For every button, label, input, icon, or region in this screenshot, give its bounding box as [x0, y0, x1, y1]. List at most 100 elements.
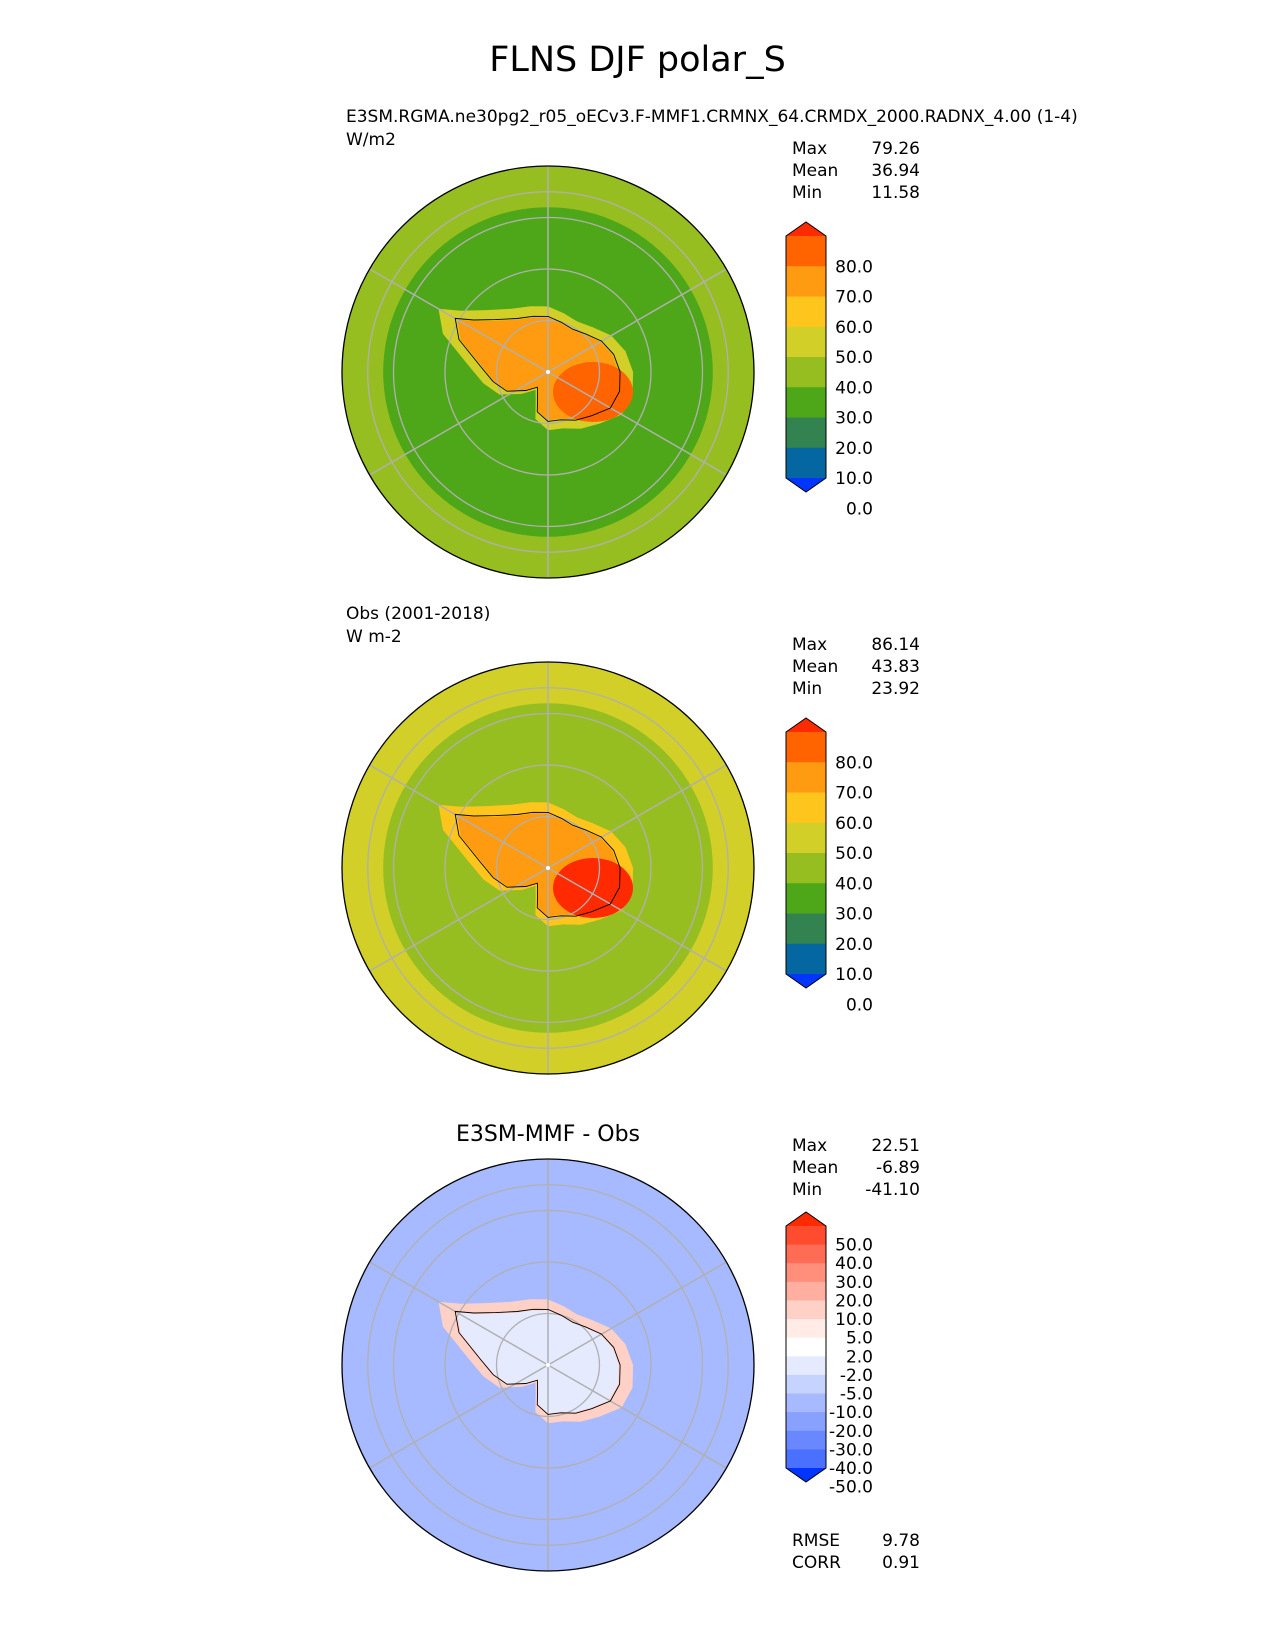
coastline	[454, 1308, 621, 1415]
metric-label: CORR	[792, 1553, 841, 1573]
diff-colorbar: 50.040.030.020.010.05.02.0-2.0-5.0-10.0-…	[785, 1211, 873, 1498]
map-field	[342, 662, 754, 1074]
map-field	[342, 1159, 754, 1571]
stat-label: Mean	[792, 161, 839, 181]
colorbar-segment	[786, 943, 826, 975]
stat-value: 36.94	[871, 161, 920, 181]
colorbar-tick-label: -20.0	[829, 1422, 873, 1442]
colorbar-tick-label: 50.0	[835, 348, 873, 368]
colorbar-segment	[786, 762, 826, 793]
colorbar-bottom-extend	[786, 1468, 826, 1482]
colorbar-tick-label: 70.0	[835, 784, 873, 804]
colorbar-top-extend	[786, 718, 826, 732]
interior-peak-region	[553, 858, 633, 918]
stat-label: Max	[792, 1136, 828, 1156]
colorbar-segment	[786, 1263, 826, 1283]
stat-value: 43.83	[871, 657, 920, 677]
obs-stats: Max 86.14 Mean 43.83 Min 23.92	[792, 634, 920, 700]
colorbar-segment	[786, 1412, 826, 1432]
colorbar-segment	[786, 326, 826, 358]
colorbar-segment	[786, 1393, 826, 1413]
colorbar-segment	[786, 1356, 826, 1376]
colorbar-tick-label: -50.0	[829, 1478, 873, 1498]
stat-label: Max	[792, 635, 828, 655]
colorbar-tick-label: 70.0	[835, 288, 873, 308]
colorbar-segment	[786, 357, 826, 388]
colorbar-segment	[786, 1449, 826, 1469]
stat-label: Min	[792, 1180, 823, 1200]
stat-label: Mean	[792, 1158, 839, 1178]
diff-panel-title: E3SM-MMF - Obs	[455, 1122, 641, 1147]
model-colorbar: 80.0 70.0 60.0 50.0 40.0 30.0 20.0 10.0 0.0	[785, 221, 873, 519]
colorbar-tick-label: -40.0	[829, 1459, 873, 1479]
colorbar-tick-label: 50.0	[835, 1236, 873, 1256]
diff-polar-map	[341, 1158, 755, 1572]
stat-value: -6.89	[876, 1158, 920, 1178]
diff-metrics: RMSE 9.78 CORR 0.91	[792, 1530, 920, 1574]
colorbar-tick-label: 2.0	[846, 1347, 873, 1367]
colorbar-segment	[786, 296, 826, 328]
colorbar-tick-label: 30.0	[835, 905, 873, 925]
colorbar-tick-label: 50.0	[835, 844, 873, 864]
colorbar-segment	[786, 266, 826, 297]
stat-value: 11.58	[871, 183, 920, 203]
coastline	[454, 315, 621, 422]
stat-label: Max	[792, 139, 828, 159]
map-border	[341, 165, 755, 579]
colorbar-outline	[785, 717, 827, 989]
colorbar-tick-label: 20.0	[835, 935, 873, 955]
colorbar-tick-label: 20.0	[835, 439, 873, 459]
map-border	[341, 1158, 755, 1572]
colorbar-segment	[786, 792, 826, 824]
colorbar-segment	[786, 883, 826, 914]
colorbar-segment	[786, 447, 826, 479]
stat-label: Min	[792, 183, 823, 203]
page-title: FLNS DJF polar_S	[489, 40, 786, 80]
colorbar-tick-label: 5.0	[846, 1329, 873, 1349]
colorbar-segment	[786, 732, 826, 763]
colorbar-tick-label: 40.0	[835, 874, 873, 894]
stat-value: 23.92	[871, 679, 920, 699]
obs-polar-map	[341, 661, 755, 1075]
model-panel-units: W/m2	[346, 130, 396, 150]
colorbar-segment	[786, 417, 826, 449]
colorbar-tick-label: 80.0	[835, 257, 873, 277]
colorbar-tick-label: 0.0	[846, 995, 873, 1015]
stat-value: 86.14	[871, 635, 920, 655]
colorbar-tick-label: 80.0	[835, 753, 873, 773]
colorbar-segment	[786, 1337, 826, 1357]
pole-marker	[546, 370, 550, 374]
metric-value: 0.91	[882, 1553, 920, 1573]
colorbar-tick-label: 60.0	[835, 814, 873, 834]
colorbar-segment	[786, 1430, 826, 1450]
colorbar-bottom-extend	[786, 974, 826, 988]
colorbar-tick-label: -5.0	[840, 1385, 873, 1405]
stat-value: -41.10	[865, 1180, 920, 1200]
pole-marker	[546, 1363, 550, 1367]
colorbar-segment	[786, 853, 826, 884]
stat-value: 22.51	[871, 1136, 920, 1156]
obs-panel-units: W m-2	[346, 627, 402, 647]
colorbar-tick-label: 0.0	[846, 499, 873, 519]
colorbar-top-extend	[786, 1212, 826, 1226]
colorbar-tick-label: 20.0	[835, 1291, 873, 1311]
model-stats: Max 79.26 Mean 36.94 Min 11.58	[792, 138, 920, 204]
coastline	[454, 811, 621, 918]
colorbar-segment	[786, 1374, 826, 1395]
colorbar-tick-label: 10.0	[835, 965, 873, 985]
colorbar-tick-label: -30.0	[829, 1440, 873, 1460]
colorbar-tick-label: -10.0	[829, 1403, 873, 1423]
map-field	[342, 166, 754, 578]
colorbar-tick-label: 30.0	[835, 409, 873, 429]
colorbar-tick-label: 10.0	[835, 1310, 873, 1330]
colorbar-segment	[786, 387, 826, 418]
colorbar-segment	[786, 1281, 826, 1301]
colorbar-tick-label: 60.0	[835, 318, 873, 338]
map-border	[341, 661, 755, 1075]
metric-label: RMSE	[792, 1531, 841, 1551]
colorbar-tick-label: -2.0	[840, 1366, 873, 1386]
colorbar-tick-label: 30.0	[835, 1273, 873, 1293]
diff-stats: Max 22.51 Mean -6.89 Min -41.10	[792, 1135, 920, 1201]
model-polar-map	[341, 165, 755, 579]
model-panel-title: E3SM.RGMA.ne30pg2_r05_oECv3.F-MMF1.CRMNX…	[346, 107, 1078, 127]
